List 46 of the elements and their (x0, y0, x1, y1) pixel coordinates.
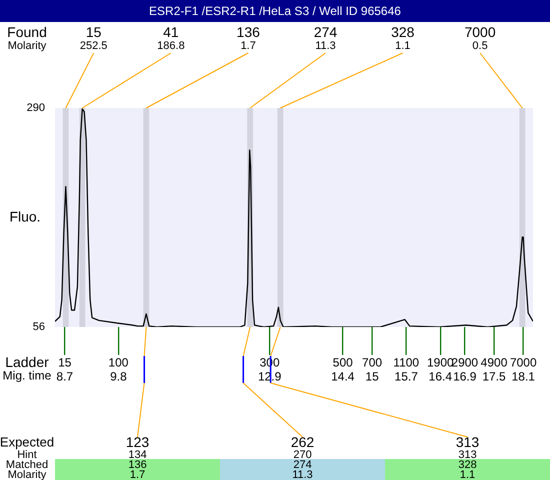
text: Expected (0, 434, 54, 450)
y-axis-title: Fluo. (9, 208, 41, 224)
annotation: 100 (108, 355, 129, 370)
text: Ladder (5, 354, 50, 370)
y-tick-label: 290 (26, 102, 45, 114)
annotation: 262 (290, 434, 314, 450)
band-label: 136 1.7 (236, 24, 260, 52)
x-tick-label: 9.8 (110, 370, 128, 384)
x-tick-label: 14.4 (331, 370, 355, 384)
x-tick-label: 17.5 (482, 370, 506, 384)
annotation: 123 (126, 434, 150, 450)
y-tick-label: 56 (32, 321, 45, 334)
text: 134 (128, 449, 147, 462)
band-label: 7000 0.5 (464, 24, 496, 52)
text: Found (7, 24, 47, 40)
text: Molarity (8, 40, 47, 52)
text: 313 (458, 449, 477, 462)
text: 270 (293, 449, 312, 462)
annotation: 313 (456, 434, 480, 450)
x-tick-label: 8.7 (56, 370, 74, 384)
text: Hint (17, 449, 37, 462)
band-label: 274 11.3 (314, 24, 338, 52)
text: Matched (6, 459, 48, 472)
band-label: 41 186.8 (157, 24, 185, 52)
band-label: 328 1.1 (391, 24, 415, 52)
annotation: 500 (332, 355, 354, 370)
annotation: 4900 (480, 355, 508, 370)
annotation: 700 (362, 355, 382, 370)
band-label: 15 252.5 (80, 24, 108, 52)
chart-title: ESR2-F1 /ESR2-R1 /HeLa S3 / Well ID 965646 (0, 0, 550, 22)
x-tick-label: 16.4 (428, 370, 452, 384)
annotation: 7000 (510, 355, 537, 370)
annotation: 1100 (393, 355, 420, 370)
text: 328 (458, 459, 477, 472)
x-tick-label: 16.9 (453, 370, 477, 384)
x-tick-label: 15.7 (394, 370, 418, 384)
x-tick-label: 18.1 (512, 370, 536, 384)
text: 11.3 (292, 469, 313, 480)
text: Molarity (8, 469, 47, 480)
annotation: 15 (58, 355, 72, 370)
x-axis-title: Mig. time (2, 368, 52, 382)
x-tick-label: 15 (365, 370, 380, 384)
text: 136 (128, 459, 147, 472)
text: 274 (293, 459, 312, 472)
text: 1.1 (460, 469, 476, 480)
text: 1.7 (130, 469, 146, 480)
